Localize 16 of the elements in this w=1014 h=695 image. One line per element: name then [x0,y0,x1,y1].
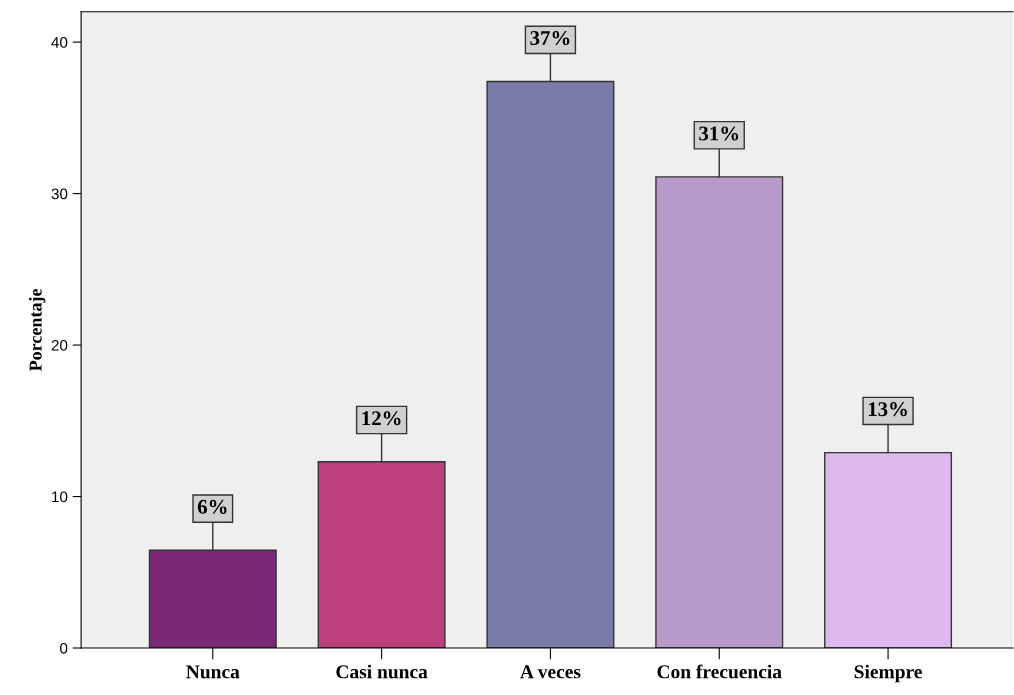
x-tick-label: Nunca [186,665,240,679]
y-tick-label: 10 [52,491,68,503]
y-axis-title: Porcentaje [29,288,46,372]
y-tick-label: 20 [51,339,68,351]
y-tick-label: 30 [51,188,68,200]
data-label: 37% [530,30,570,46]
data-label: 31% [699,126,739,141]
y-tick-label: 40 [51,36,68,48]
data-label: 6% [197,499,227,514]
x-tick-label: Con frecuencia [657,664,782,679]
x-tick-label: Casi nunca [336,664,428,679]
x-tick-label: A veces [520,665,581,679]
data-label: 13% [868,402,907,417]
x-tick-label: Siempre [854,664,922,683]
y-tick-label: 0 [60,642,68,654]
data-label: 12% [362,411,401,426]
